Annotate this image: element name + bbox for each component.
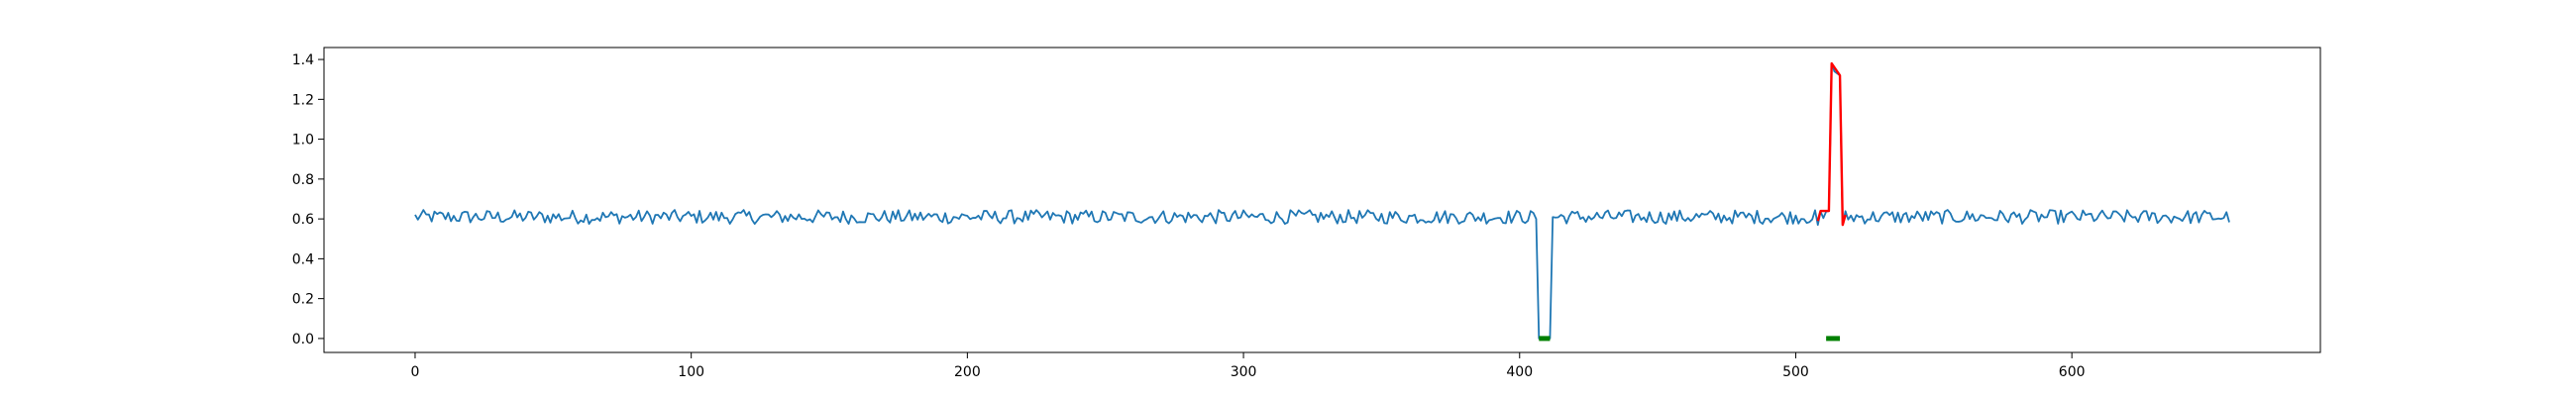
x-tick-label: 600 [2059,364,2086,380]
x-tick-label: 400 [1506,364,1533,380]
y-tick-label: 0.2 [292,292,314,308]
series-line-0 [414,62,2230,340]
x-tick-label: 0 [411,364,420,380]
y-tick-label: 0.6 [292,212,314,228]
y-tick-label: 0.8 [292,172,314,188]
series-line-1 [1816,61,1847,227]
y-tick-label: 0.0 [292,332,314,347]
x-tick-label: 500 [1782,364,1809,380]
y-axis: 0.0 0.2 0.4 0.6 0.8 1.0 1.2 1.4 [292,52,324,347]
y-tick-label: 0.4 [292,251,314,267]
y-tick-label: 1.0 [292,133,314,148]
y-tick-label: 1.4 [292,52,314,68]
x-tick-label: 200 [954,364,981,380]
plot-frame [323,47,2321,353]
y-tick-label: 1.2 [292,92,314,108]
x-tick-label: 300 [1231,364,1257,380]
series-layer [414,61,2230,342]
x-axis: 0 100 200 300 400 500 600 [411,352,2086,380]
x-tick-label: 100 [678,364,704,380]
